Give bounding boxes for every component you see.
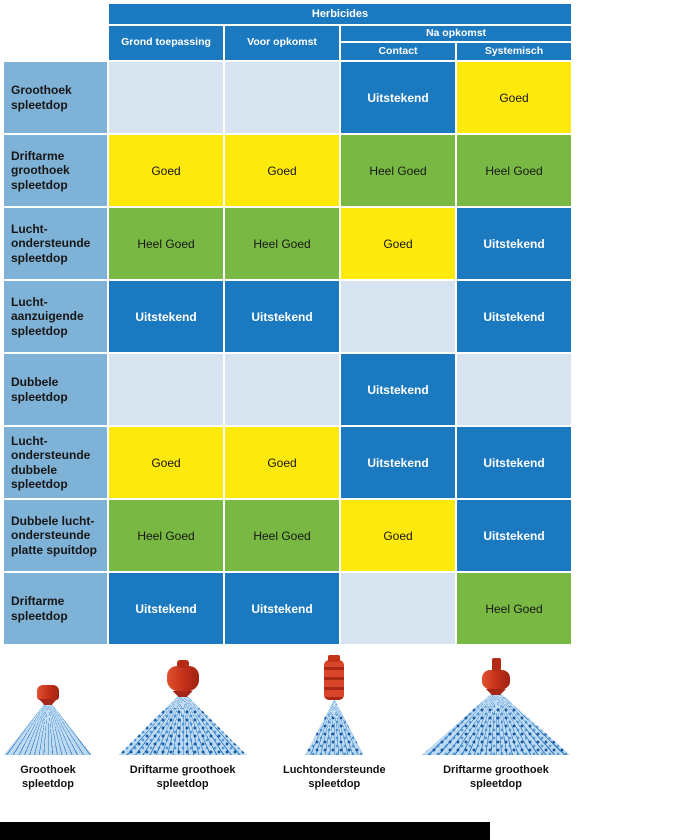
rating-cell xyxy=(225,354,339,425)
rating-cell xyxy=(341,573,455,644)
rating-cell: Goed xyxy=(109,135,223,206)
nozzle-caption: Driftarme groothoek spleetdop xyxy=(443,764,549,791)
rating-cell: Heel Goed xyxy=(225,500,339,571)
spray-fan-icon xyxy=(4,699,92,755)
nozzle-figure-driftarme-groothoek-2: Driftarme groothoek spleetdop xyxy=(421,658,570,792)
rating-cell: Uitstekend xyxy=(341,354,455,425)
rating-cell: Heel Goed xyxy=(109,208,223,279)
nozzle-illustration xyxy=(4,685,92,755)
nozzle-herbicide-matrix: Herbicides Grond toepassing Voor opkomst… xyxy=(4,4,571,644)
rating-cell xyxy=(225,62,339,133)
row-label-dubbele-lucht-ondersteunde-platte-spuitdop: Dubbele lucht-ondersteunde platte spuitd… xyxy=(4,500,107,571)
header-herbicides: Herbicides xyxy=(109,4,571,24)
rating-cell: Heel Goed xyxy=(457,573,571,644)
rating-cell: Uitstekend xyxy=(341,427,455,498)
row-label-groothoek-spleetdop: Groothoek spleetdop xyxy=(4,62,107,133)
rating-cell: Goed xyxy=(225,427,339,498)
spray-fan-icon xyxy=(421,689,570,755)
row-label-lucht-ondersteunde-spleetdop: Lucht-ondersteunde spleetdop xyxy=(4,208,107,279)
rating-cell: Uitstekend xyxy=(109,573,223,644)
row-label-dubbele-spleetdop: Dubbele spleetdop xyxy=(4,354,107,425)
nozzle-illustration xyxy=(421,658,570,755)
nozzle-cap-icon xyxy=(166,660,199,692)
rating-cell: Heel Goed xyxy=(109,500,223,571)
nozzle-legend: Groothoek spleetdop Driftarme groothoek … xyxy=(4,655,570,792)
spray-fan-icon xyxy=(118,691,247,755)
rating-cell: Uitstekend xyxy=(225,573,339,644)
header-contact: Contact xyxy=(341,43,455,60)
row-label-driftarme-groothoek-spleetdop: Driftarme groothoek spleetdop xyxy=(4,135,107,206)
rating-cell: Heel Goed xyxy=(225,208,339,279)
rating-cell xyxy=(109,62,223,133)
rating-cell: Goed xyxy=(225,135,339,206)
rating-cell: Uitstekend xyxy=(225,281,339,352)
header-voor-opkomst: Voor opkomst xyxy=(225,26,339,60)
spray-fan-icon xyxy=(305,699,364,755)
rating-cell: Uitstekend xyxy=(109,281,223,352)
rating-cell xyxy=(109,354,223,425)
rating-cell: Goed xyxy=(457,62,571,133)
row-label-lucht-ondersteunde-dubbele-spleetdop: Lucht-ondersteunde dubbele spleetdop xyxy=(4,427,107,498)
rating-cell: Heel Goed xyxy=(341,135,455,206)
nozzle-cap-icon xyxy=(324,655,345,700)
rating-cell xyxy=(341,281,455,352)
rating-cell: Goed xyxy=(109,427,223,498)
rating-cell: Uitstekend xyxy=(457,500,571,571)
corner-cell xyxy=(4,4,107,60)
header-grond-toepassing: Grond toepassing xyxy=(109,26,223,60)
header-systemisch: Systemisch xyxy=(457,43,571,60)
nozzle-caption: Groothoek spleetdop xyxy=(20,764,76,791)
nozzle-caption: Driftarme groothoek spleetdop xyxy=(129,764,236,791)
nozzle-caption: Luchtondersteunde spleetdop xyxy=(282,764,386,791)
row-label-lucht-aanzuigende-spleetdop: Lucht-aanzuigende spleetdop xyxy=(4,281,107,352)
rating-cell: Uitstekend xyxy=(457,427,571,498)
nozzle-cap-icon xyxy=(37,685,59,700)
rating-cell: Goed xyxy=(341,208,455,279)
bottom-bar xyxy=(0,822,490,840)
rating-cell: Uitstekend xyxy=(341,62,455,133)
nozzle-cap-icon xyxy=(481,658,510,690)
nozzle-figure-driftarme-groothoek: Driftarme groothoek spleetdop xyxy=(118,660,247,792)
row-label-driftarme-spleetdop: Driftarme spleetdop xyxy=(4,573,107,644)
rating-cell: Uitstekend xyxy=(457,281,571,352)
nozzle-figure-groothoek: Groothoek spleetdop xyxy=(4,685,92,792)
rating-cell: Heel Goed xyxy=(457,135,571,206)
nozzle-figure-luchtondersteunde: Luchtondersteunde spleetdop xyxy=(273,655,395,792)
rating-cell: Uitstekend xyxy=(457,208,571,279)
nozzle-illustration xyxy=(305,655,364,755)
header-na-opkomst: Na opkomst xyxy=(341,26,571,41)
nozzle-illustration xyxy=(118,660,247,755)
rating-cell xyxy=(457,354,571,425)
rating-cell: Goed xyxy=(341,500,455,571)
